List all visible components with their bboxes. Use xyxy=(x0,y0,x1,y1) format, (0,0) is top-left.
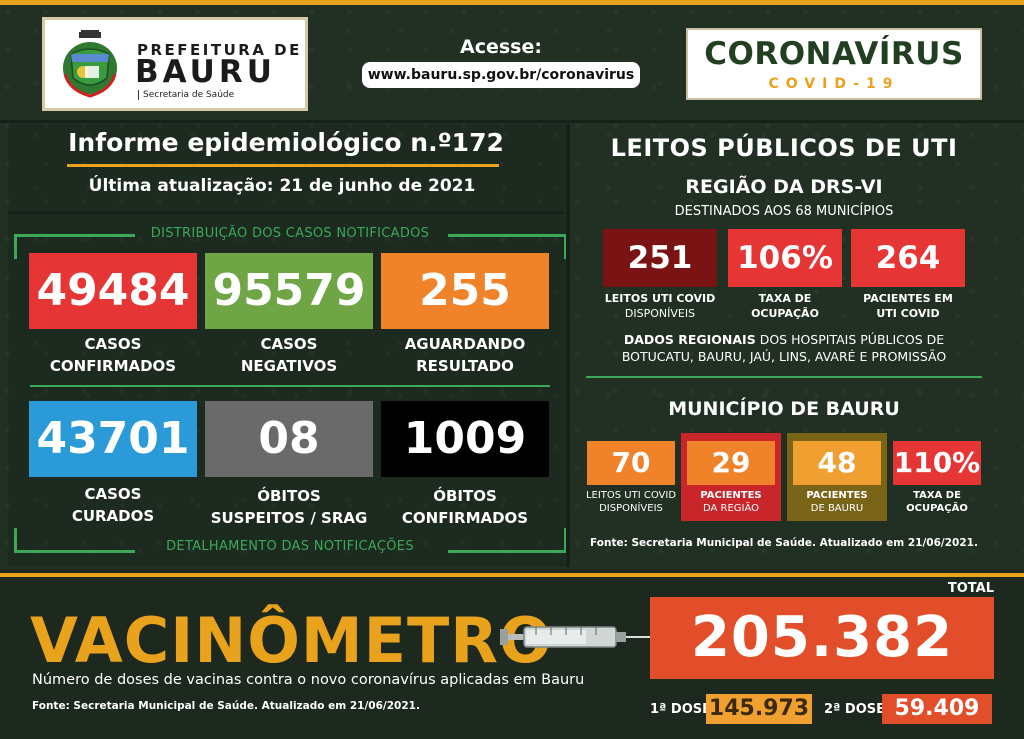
left-divider xyxy=(8,211,565,214)
dose1-label: 1ª DOSE xyxy=(650,702,711,717)
label-line1: TAXA DE xyxy=(913,490,961,501)
label-line2: DISPONÍVEIS xyxy=(599,503,663,514)
stat-confirmed: 49484 xyxy=(29,253,197,329)
mun-bauru-label: PACIENTES DE BAURU xyxy=(788,489,886,515)
stat-label-line1: ÓBITOS xyxy=(257,487,321,505)
label-line2: DISPONÍVEIS xyxy=(624,307,696,320)
frame-corner-bottom-left xyxy=(14,528,135,553)
total-doses: 205.382 xyxy=(650,597,994,679)
mun-occupancy: 110% xyxy=(893,441,981,485)
mun-region-label: PACIENTES DA REGIÃO xyxy=(682,489,780,515)
stat-label-line2: SUSPEITOS / SRAG xyxy=(210,509,368,527)
stat-negative: 95579 xyxy=(205,253,373,329)
logo-line1: PREFEITURA DE xyxy=(137,41,302,59)
stat-label-line1: ÓBITOS xyxy=(433,487,497,505)
label-line1: LEITOS UTI COVID xyxy=(604,292,716,305)
vaccine-accent-line xyxy=(0,573,1024,577)
panel-separator xyxy=(566,124,570,567)
stat-label-line1: CASOS xyxy=(260,335,318,353)
stat-recovered: 43701 xyxy=(29,401,197,477)
stat-suspected-deaths: 08 xyxy=(205,401,373,477)
covid-subtitle: COVID-19 xyxy=(768,76,900,92)
label-line1: TAXA DE xyxy=(758,292,812,305)
mun-beds-available: 70 xyxy=(587,441,675,485)
municipio-title: MUNICÍPIO DE BAURU xyxy=(668,398,900,420)
stat-negative-label: CASOS NEGATIVOS xyxy=(205,333,373,377)
mun-occupancy-label: TAXA DE OCUPAÇÃO xyxy=(888,489,986,515)
mun-region-patients: 29 xyxy=(687,441,775,485)
region-patients-label: PACIENTES EM UTI COVID xyxy=(843,291,973,321)
regional-data-rest: DOS HOSPITAIS PÚBLICOS DE xyxy=(755,332,945,347)
stat-label-line2: CONFIRMADOS xyxy=(401,509,529,527)
label-line2: UTI COVID xyxy=(876,307,940,320)
header-separator xyxy=(0,120,1024,123)
label-line1: PACIENTES xyxy=(806,490,868,501)
access-url-link[interactable]: www.bauru.sp.gov.br/coronavirus xyxy=(362,62,640,88)
logo-line3: Secretaria de Saúde xyxy=(138,90,234,100)
stat-confirmed-label: CASOS CONFIRMADOS xyxy=(29,333,197,377)
dose1-value: 145.973 xyxy=(706,694,812,724)
informe-title: Informe epidemiológico n.º172 xyxy=(68,128,504,157)
distribution-title: DISTRIBUIÇÃO DOS CASOS NOTIFICADOS xyxy=(150,226,430,241)
logo-line2: BAURU xyxy=(135,54,276,90)
label-line1: PACIENTES EM xyxy=(863,292,953,305)
stats-divider xyxy=(30,385,550,387)
stat-confirmed-deaths-label: ÓBITOS CONFIRMADOS xyxy=(381,485,549,529)
stat-awaiting-label: AGUARDANDO RESULTADO xyxy=(381,333,549,377)
prefeitura-logo: PREFEITURA DE BAURU Secretaria de Saúde xyxy=(42,17,308,111)
stat-label-line1: CASOS xyxy=(84,485,142,503)
stat-label-line2: NEGATIVOS xyxy=(240,357,338,375)
right-divider xyxy=(586,376,982,378)
stat-label-line1: CASOS xyxy=(84,335,142,353)
regional-data-note: DADOS REGIONAIS DOS HOSPITAIS PÚBLICOS D… xyxy=(594,331,974,365)
vaccine-description: Número de doses de vacinas contra o novo… xyxy=(32,672,585,688)
label-line2: DA REGIÃO xyxy=(702,503,760,514)
top-accent-line xyxy=(0,0,1024,5)
stat-confirmed-deaths: 1009 xyxy=(381,401,549,477)
vaccine-source: Fonte: Secretaria Municipal de Saúde. At… xyxy=(32,700,420,712)
stat-label-line2: RESULTADO xyxy=(416,357,514,375)
last-update: Última atualização: 21 de junho de 2021 xyxy=(88,176,476,196)
stat-label-line1: AGUARDANDO xyxy=(404,335,526,353)
region-occupancy: 106% xyxy=(728,229,842,287)
left-panel xyxy=(8,124,565,567)
covid-title: CORONAVÍRUS xyxy=(704,36,964,72)
syringe-icon xyxy=(500,626,684,648)
label-line1: LEITOS UTI COVID xyxy=(585,490,677,501)
region-beds-available: 251 xyxy=(603,229,717,287)
label-line1: PACIENTES xyxy=(700,490,762,501)
label-line2: OCUPAÇÃO xyxy=(906,503,968,514)
stat-label-line2: CURADOS xyxy=(71,507,155,525)
label-line2: OCUPAÇÃO xyxy=(751,307,819,320)
access-label: Acesse: xyxy=(460,36,542,58)
coat-of-arms-icon xyxy=(63,30,117,98)
distribution-footer: DETALHAMENTO DAS NOTIFICAÇÕES xyxy=(166,539,414,554)
informe-underline xyxy=(67,164,499,167)
regional-data-cities: BOTUCATU, BAURU, JAÚ, LINS, AVARÉ E PROM… xyxy=(621,349,947,364)
region-beds-label: LEITOS UTI COVID DISPONÍVEIS xyxy=(595,291,725,321)
mun-beds-label: LEITOS UTI COVID DISPONÍVEIS xyxy=(582,489,680,515)
dose2-value: 59.409 xyxy=(882,694,992,724)
stat-suspected-deaths-label: ÓBITOS SUSPEITOS / SRAG xyxy=(205,485,373,529)
region-patients: 264 xyxy=(851,229,965,287)
frame-corner-bottom-right xyxy=(448,528,567,553)
frame-corner-top-right xyxy=(448,234,567,259)
regional-data-bold: DADOS REGIONAIS xyxy=(623,332,756,347)
icu-title: LEITOS PÚBLICOS DE UTI xyxy=(610,134,958,162)
region-title: REGIÃO DA DRS-VI xyxy=(685,176,883,198)
icu-source: Fonte: Secretaria Municipal de Saúde. At… xyxy=(590,537,978,549)
dose2-label: 2ª DOSE xyxy=(824,702,885,717)
region-subtitle: DESTINADOS AOS 68 MUNICÍPIOS xyxy=(674,204,894,219)
region-occupancy-label: TAXA DE OCUPAÇÃO xyxy=(720,291,850,321)
label-line2: DE BAURU xyxy=(810,503,864,514)
stat-awaiting: 255 xyxy=(381,253,549,329)
stat-recovered-label: CASOS CURADOS xyxy=(29,483,197,527)
frame-corner-top-left xyxy=(14,234,135,259)
mun-bauru-patients: 48 xyxy=(793,441,881,485)
vaccine-title: VACINÔMETRO xyxy=(30,604,553,677)
covid-badge: CORONAVÍRUS COVID-19 xyxy=(686,28,982,100)
stat-label-line2: CONFIRMADOS xyxy=(49,357,177,375)
total-label: TOTAL xyxy=(947,581,994,596)
